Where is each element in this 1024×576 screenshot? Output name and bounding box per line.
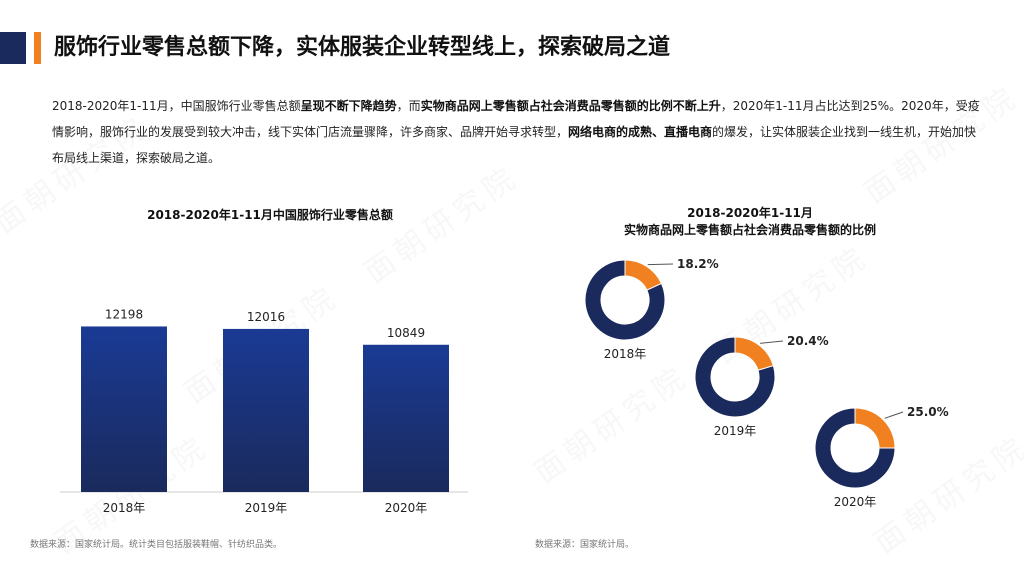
donut-slice-online — [624, 259, 663, 291]
donut-percent-label: 25.0% — [907, 405, 949, 419]
donut-percent-label: 20.4% — [787, 334, 829, 348]
bar — [223, 328, 309, 492]
x-tick-label: 2020年 — [385, 501, 428, 515]
bar-chart-title: 2018-2020年1-11月中国服饰行业零售总额 — [147, 208, 393, 222]
intro-text: ，2020年1-11月占比达到25%。2020年，受疫情影响，服饰行业的发展受到… — [52, 99, 980, 139]
intro-text: 2018-2020年1-11月，中国服饰行业零售总额 — [52, 99, 301, 113]
bar-value-label: 12198 — [105, 307, 143, 321]
title-accent-orange — [34, 32, 41, 64]
bar — [363, 344, 449, 492]
title-accent-navy — [0, 32, 26, 64]
donut-slice-online — [854, 407, 896, 449]
donut-slice-rest — [584, 259, 666, 341]
left-source-note: 数据来源：国家统计局。统计类目包括服装鞋帽、针纺织品类。 — [30, 540, 283, 550]
donut-year-label: 2020年 — [834, 495, 877, 509]
bar-value-label: 10849 — [387, 326, 425, 340]
donut-slice-online — [734, 336, 774, 371]
bar-chart: 12198 2018年 12016 2019年 10849 2020年 — [60, 307, 468, 515]
x-tick-label: 2019年 — [245, 501, 288, 515]
leader-line — [647, 263, 674, 266]
intro-text: ，而 — [396, 99, 421, 113]
x-tick-label: 2018年 — [103, 501, 146, 515]
donut-percent-label: 18.2% — [677, 257, 719, 271]
intro-highlight: 实物商品网上零售额占社会消费品零售额的比例不断上升 — [420, 99, 721, 113]
page-title: 服饰行业零售总额下降，实体服装企业转型线上，探索破局之道 — [54, 35, 671, 60]
intro-highlight: 呈现不断下降趋势 — [300, 99, 397, 113]
donut-year-label: 2019年 — [714, 424, 757, 438]
bar-value-label: 12016 — [247, 310, 285, 324]
intro-text: 的爆发，让实体服装企业找到一线生机，开始加快布局线上渠道，探索破局之道。 — [52, 125, 977, 165]
donut-slice-rest — [814, 407, 896, 489]
donut-year-label: 2018年 — [604, 347, 647, 361]
donut-slice-rest — [694, 336, 776, 418]
donut-chart: 18.2% 2018年 20.4% 2019年 25.0% 2020年 — [584, 257, 949, 509]
intro-highlight: 网络电商的成熟、直播电商 — [568, 125, 713, 139]
leader-line — [884, 411, 904, 419]
leader-line — [760, 340, 784, 344]
donut-chart-title-line2: 实物商品网上零售额占社会消费品零售额的比例 — [623, 223, 876, 237]
bar — [81, 326, 167, 492]
donut-chart-title-line1: 2018-2020年1-11月 — [687, 206, 813, 220]
right-source-note: 数据来源：国家统计局。 — [535, 540, 635, 550]
intro-paragraph: 2018-2020年1-11月，中国服饰行业零售总额呈现不断下降趋势，而实物商品… — [52, 93, 980, 171]
